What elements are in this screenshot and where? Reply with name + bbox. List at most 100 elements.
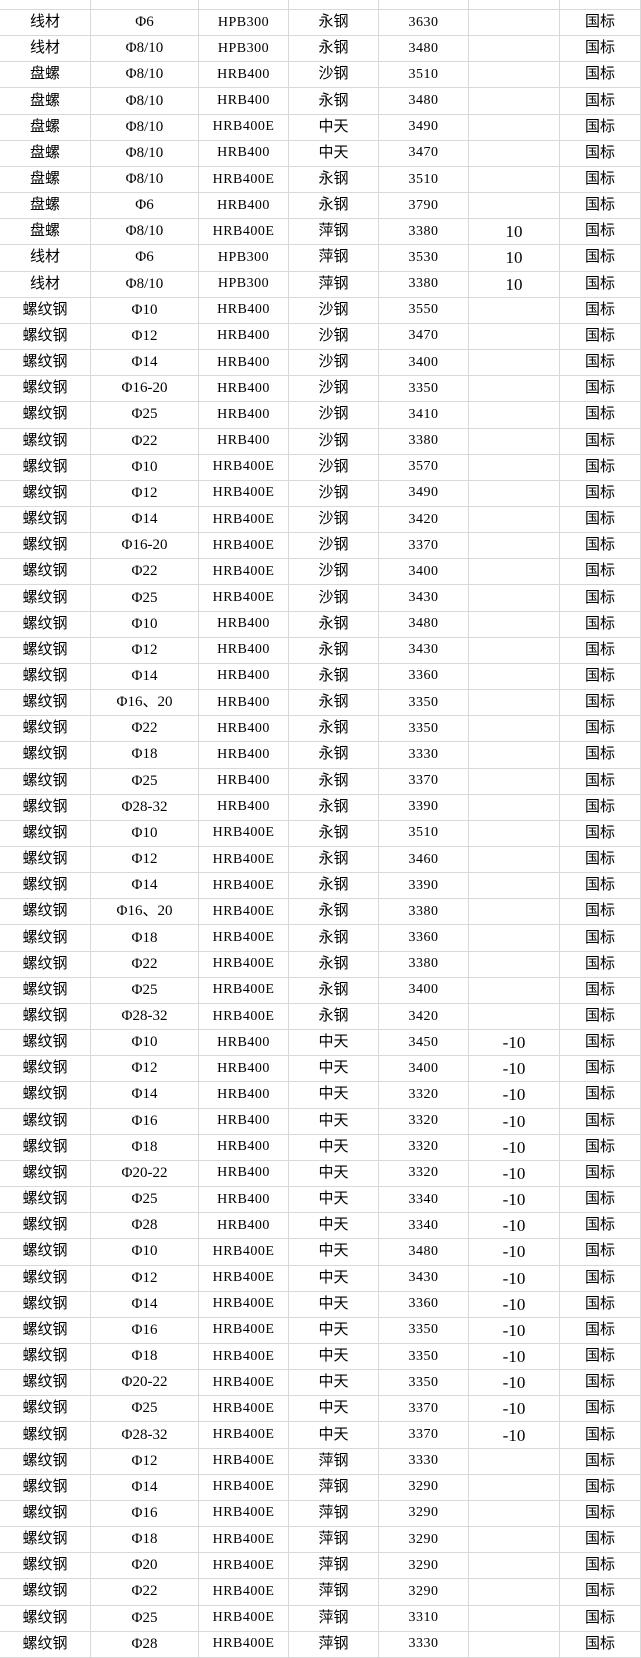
- cell-product[interactable]: 螺纹钢: [0, 1082, 91, 1109]
- cell-spec[interactable]: Φ10: [91, 1030, 199, 1057]
- cell-mill[interactable]: 中天: [289, 1317, 379, 1344]
- cell-standard[interactable]: 国标: [560, 1579, 641, 1606]
- cell-product[interactable]: 螺纹钢: [0, 1631, 91, 1658]
- cell-standard[interactable]: 国标: [560, 1422, 641, 1449]
- cell-mill[interactable]: 永钢: [289, 88, 379, 115]
- cell-standard[interactable]: 国标: [560, 847, 641, 874]
- cell-price[interactable]: 3340: [379, 1213, 469, 1240]
- cell-empty-price[interactable]: [379, 0, 469, 10]
- cell-change[interactable]: [469, 114, 560, 141]
- cell-grade[interactable]: HRB400E: [199, 1579, 289, 1606]
- cell-change[interactable]: [469, 977, 560, 1004]
- cell-standard[interactable]: 国标: [560, 1291, 641, 1318]
- cell-mill[interactable]: 沙钢: [289, 350, 379, 377]
- cell-mill[interactable]: 萍钢: [289, 1448, 379, 1475]
- cell-price[interactable]: 3350: [379, 690, 469, 717]
- cell-standard[interactable]: 国标: [560, 1370, 641, 1397]
- cell-grade[interactable]: HRB400E: [199, 1422, 289, 1449]
- cell-mill[interactable]: 中天: [289, 1108, 379, 1135]
- cell-standard[interactable]: 国标: [560, 794, 641, 821]
- cell-product[interactable]: 螺纹钢: [0, 794, 91, 821]
- cell-mill[interactable]: 永钢: [289, 637, 379, 664]
- cell-change[interactable]: [469, 140, 560, 167]
- cell-grade[interactable]: HRB400E: [199, 1003, 289, 1031]
- cell-spec[interactable]: Φ10: [91, 820, 199, 847]
- cell-mill[interactable]: 沙钢: [289, 506, 379, 534]
- cell-standard[interactable]: 国标: [560, 1265, 641, 1292]
- cell-change[interactable]: -10: [469, 1187, 560, 1214]
- cell-price[interactable]: 3630: [379, 10, 469, 37]
- cell-change[interactable]: -10: [469, 1160, 560, 1188]
- cell-product[interactable]: 螺纹钢: [0, 1605, 91, 1632]
- cell-change[interactable]: [469, 1605, 560, 1632]
- cell-mill[interactable]: 沙钢: [289, 428, 379, 455]
- cell-mill[interactable]: 沙钢: [289, 323, 379, 351]
- cell-spec[interactable]: Φ28-32: [91, 1422, 199, 1449]
- cell-grade[interactable]: HRB400: [199, 1160, 289, 1188]
- cell-change[interactable]: [469, 350, 560, 377]
- cell-spec[interactable]: Φ12: [91, 323, 199, 351]
- cell-change[interactable]: [469, 873, 560, 900]
- cell-grade[interactable]: HRB400: [199, 88, 289, 115]
- cell-price[interactable]: 3480: [379, 36, 469, 63]
- cell-standard[interactable]: 国标: [560, 1003, 641, 1031]
- cell-change[interactable]: [469, 742, 560, 769]
- cell-change[interactable]: -10: [469, 1265, 560, 1292]
- cell-product[interactable]: 螺纹钢: [0, 1265, 91, 1292]
- cell-standard[interactable]: 国标: [560, 1631, 641, 1658]
- cell-product[interactable]: 盘螺: [0, 62, 91, 89]
- cell-mill[interactable]: 永钢: [289, 925, 379, 952]
- cell-spec[interactable]: Φ25: [91, 1187, 199, 1214]
- cell-change[interactable]: [469, 1527, 560, 1554]
- cell-change[interactable]: -10: [469, 1396, 560, 1423]
- cell-standard[interactable]: 国标: [560, 533, 641, 560]
- cell-mill[interactable]: 永钢: [289, 166, 379, 194]
- cell-product[interactable]: 螺纹钢: [0, 1030, 91, 1057]
- cell-change[interactable]: [469, 480, 560, 507]
- cell-grade[interactable]: HRB400: [199, 690, 289, 717]
- cell-spec[interactable]: Φ14: [91, 350, 199, 377]
- cell-price[interactable]: 3290: [379, 1500, 469, 1528]
- cell-mill[interactable]: 沙钢: [289, 297, 379, 324]
- cell-price[interactable]: 3420: [379, 506, 469, 534]
- cell-change[interactable]: [469, 454, 560, 481]
- cell-spec[interactable]: Φ12: [91, 1448, 199, 1475]
- cell-product[interactable]: 螺纹钢: [0, 1553, 91, 1580]
- cell-change[interactable]: -10: [469, 1056, 560, 1083]
- cell-spec[interactable]: Φ14: [91, 1474, 199, 1501]
- cell-mill[interactable]: 沙钢: [289, 376, 379, 403]
- cell-spec[interactable]: Φ18: [91, 1527, 199, 1554]
- cell-grade[interactable]: HRB400E: [199, 951, 289, 978]
- cell-change[interactable]: [469, 533, 560, 560]
- cell-standard[interactable]: 国标: [560, 1187, 641, 1214]
- cell-spec[interactable]: Φ8/10: [91, 219, 199, 246]
- cell-product[interactable]: 螺纹钢: [0, 1056, 91, 1083]
- cell-price[interactable]: 3350: [379, 1343, 469, 1371]
- cell-product[interactable]: 螺纹钢: [0, 454, 91, 481]
- cell-change[interactable]: -10: [469, 1291, 560, 1318]
- cell-spec[interactable]: Φ12: [91, 637, 199, 664]
- cell-standard[interactable]: 国标: [560, 62, 641, 89]
- cell-grade[interactable]: HRB400E: [199, 1474, 289, 1501]
- cell-product[interactable]: 螺纹钢: [0, 376, 91, 403]
- cell-standard[interactable]: 国标: [560, 1527, 641, 1554]
- cell-standard[interactable]: 国标: [560, 1108, 641, 1135]
- cell-product[interactable]: 螺纹钢: [0, 925, 91, 952]
- cell-price[interactable]: 3420: [379, 1003, 469, 1031]
- cell-change[interactable]: [469, 951, 560, 978]
- cell-change[interactable]: [469, 402, 560, 429]
- cell-grade[interactable]: HRB400: [199, 716, 289, 743]
- cell-standard[interactable]: 国标: [560, 1239, 641, 1266]
- cell-product[interactable]: 螺纹钢: [0, 1370, 91, 1397]
- cell-spec[interactable]: Φ22: [91, 716, 199, 743]
- cell-mill[interactable]: 萍钢: [289, 1579, 379, 1606]
- cell-standard[interactable]: 国标: [560, 1056, 641, 1083]
- cell-product[interactable]: 螺纹钢: [0, 690, 91, 717]
- cell-mill[interactable]: 永钢: [289, 873, 379, 900]
- cell-price[interactable]: 3320: [379, 1160, 469, 1188]
- cell-price[interactable]: 3430: [379, 585, 469, 612]
- cell-price[interactable]: 3380: [379, 899, 469, 926]
- cell-product[interactable]: 线材: [0, 36, 91, 63]
- cell-spec[interactable]: Φ10: [91, 454, 199, 481]
- cell-grade[interactable]: HRB400E: [199, 1370, 289, 1397]
